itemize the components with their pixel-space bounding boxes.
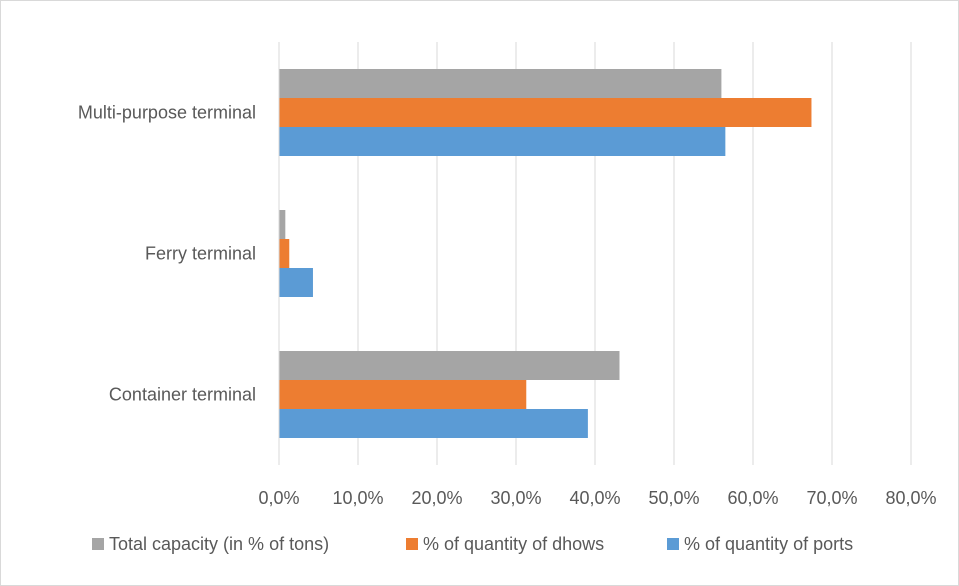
x-tick-label: 0,0% <box>258 488 299 508</box>
legend-label: Total capacity (in % of tons) <box>109 534 329 554</box>
x-tick-label: 50,0% <box>648 488 699 508</box>
category-label: Ferry terminal <box>145 244 256 264</box>
legend-swatch <box>667 538 679 550</box>
bar <box>279 127 726 156</box>
axes: 0,0% 10,0% 20,0% 30,0% 40,0% 50,0% 60,0% 70,0% 8… <box>78 42 937 508</box>
category-label: Multi-purpose terminal <box>78 103 256 123</box>
bar <box>279 210 286 239</box>
x-tick-label: 40,0% <box>569 488 620 508</box>
legend-label: % of quantity of dhows <box>423 534 604 554</box>
bar <box>279 409 588 438</box>
x-tick-label: 20,0% <box>411 488 462 508</box>
bar <box>279 380 527 409</box>
legend-label: % of quantity of ports <box>684 534 853 554</box>
x-tick-label: 80,0% <box>885 488 936 508</box>
bar <box>279 239 290 268</box>
bar <box>279 98 812 127</box>
category-label: Container terminal <box>109 385 256 405</box>
x-tick-label: 30,0% <box>490 488 541 508</box>
x-tick-label: 10,0% <box>332 488 383 508</box>
x-tick-label: 60,0% <box>727 488 778 508</box>
bar <box>279 268 313 297</box>
x-tick-label: 70,0% <box>806 488 857 508</box>
legend-swatch <box>406 538 418 550</box>
bars <box>279 69 812 438</box>
legend: Total capacity (in % of tons) % of quanti… <box>92 534 853 554</box>
bar <box>279 351 620 380</box>
bar <box>279 69 722 98</box>
legend-swatch <box>92 538 104 550</box>
